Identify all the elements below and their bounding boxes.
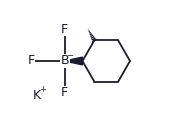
- Text: F: F: [61, 23, 68, 36]
- Text: −: −: [66, 51, 73, 60]
- Text: F: F: [61, 86, 68, 99]
- Text: B: B: [60, 55, 69, 67]
- Text: K: K: [33, 89, 41, 102]
- Text: +: +: [39, 85, 46, 94]
- Polygon shape: [65, 57, 82, 65]
- Text: F: F: [28, 55, 35, 67]
